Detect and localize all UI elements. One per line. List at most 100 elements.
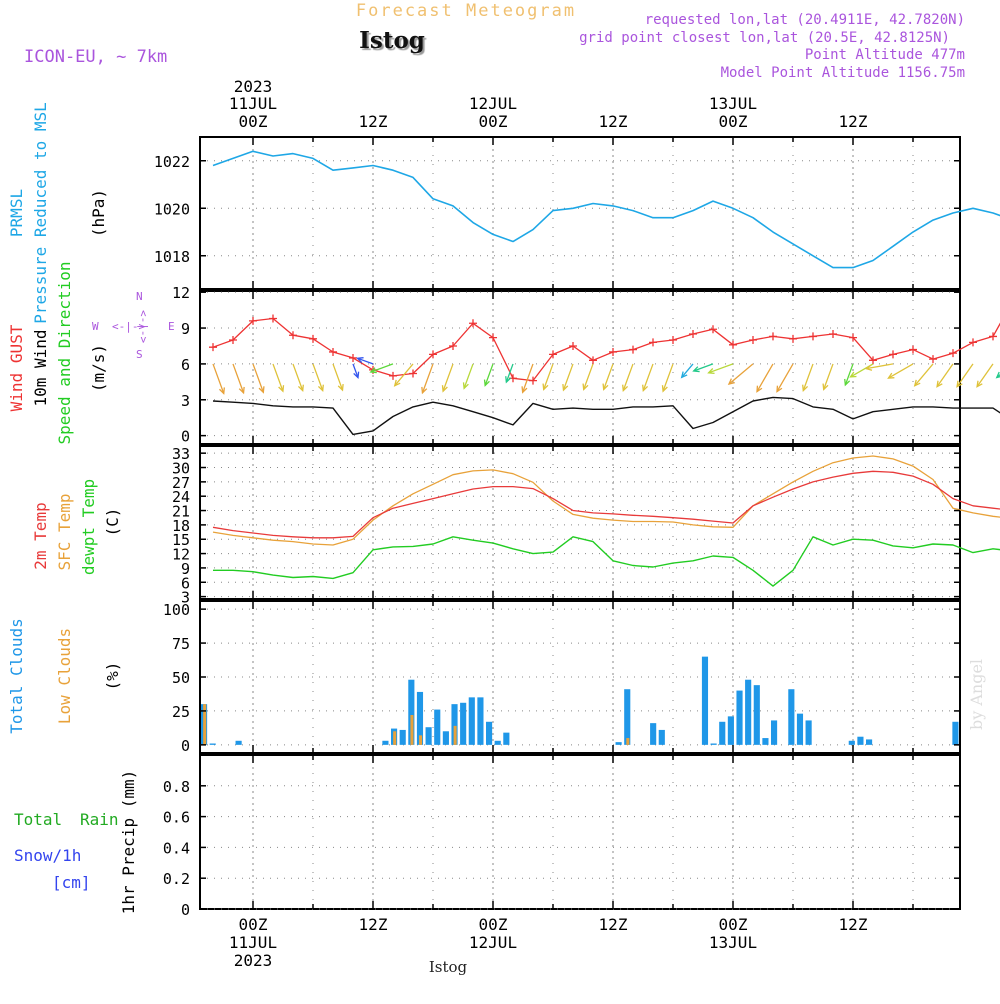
bottom-hour-label: 00Z [719, 915, 748, 934]
gust-marker [489, 333, 497, 342]
wind10m-label: 10m Wind [31, 329, 50, 406]
snow-label: Snow/1h [14, 846, 81, 865]
low-cloud-bar [410, 715, 414, 745]
wind-arrow [802, 363, 814, 391]
gust-marker [889, 350, 897, 359]
bottom-hour-label: 00Z [239, 915, 268, 934]
wind-arrowhead [844, 378, 851, 387]
point-altitude: Point Altitude 477m [805, 47, 965, 63]
y-tick-label: 100 [163, 601, 190, 619]
total-cloud-bar [624, 689, 631, 745]
wind-arrow [583, 363, 594, 390]
wind-arrow [212, 363, 225, 394]
y-tick-label: 24 [172, 488, 190, 506]
wind-arrow [866, 363, 894, 370]
total-cloud-bar [382, 740, 389, 745]
gust-marker [729, 340, 737, 349]
gust-marker [809, 332, 817, 341]
compass-we-arrow: <-|-> [112, 320, 145, 333]
bottom-hour-label: 12Z [599, 915, 628, 934]
wind-arrowhead [661, 385, 668, 393]
total-cloud-bar [235, 740, 242, 745]
y-tick-label: 9 [181, 560, 190, 578]
wind-arrow [352, 363, 359, 378]
y-tick-label: 0.8 [163, 778, 190, 796]
gust-marker [909, 345, 917, 354]
wind-arrowhead [218, 387, 225, 395]
gust-marker [529, 376, 537, 385]
gust-marker [689, 330, 697, 339]
footer-location: Istog [429, 958, 468, 976]
top-hour-label: 00Z [239, 112, 268, 131]
top-date-label: 11JUL [229, 94, 277, 113]
requested-coords: requested lon,lat (20.4911E, 42.7820N) [645, 12, 965, 28]
top-hour-label: 12Z [839, 112, 868, 131]
top-hour-label: 12Z [599, 112, 628, 131]
wind-arrow [543, 363, 554, 390]
gust-label: Wind GUST [7, 324, 26, 411]
wind-arrowhead [462, 382, 469, 390]
y-tick-label: 12 [172, 546, 190, 564]
y-tick-label: 21 [172, 503, 190, 521]
panel-frame-1 [199, 136, 961, 290]
total-cloud-bar [771, 720, 778, 745]
y-tick-label: 25 [172, 703, 190, 721]
low-cloud-bar [453, 725, 457, 745]
wind-arrow [603, 363, 614, 390]
y-tick-label: 0.2 [163, 870, 190, 888]
bottom-date-label: 11JUL [229, 933, 277, 952]
bottom-date-label: 13JUL [709, 933, 757, 952]
wind-arrow [522, 363, 534, 393]
compass-s: S [136, 348, 143, 361]
total-cloud-bar [857, 736, 864, 745]
gust-marker [769, 332, 777, 341]
y-tick-label: 9 [181, 320, 190, 338]
wind-arrowhead [956, 380, 963, 388]
wind-arrowhead [582, 383, 589, 391]
temp-unit: (C) [103, 508, 122, 537]
top-hour-label: 12Z [359, 112, 388, 131]
wind-arrowhead [369, 367, 377, 374]
y-tick-label: 1020 [154, 200, 190, 218]
wind-arrowhead [976, 380, 983, 388]
wind-arrow [708, 363, 734, 374]
total-cloud-bar [719, 721, 726, 745]
wind-arrow [888, 363, 914, 379]
gust-marker [549, 350, 557, 359]
dewpoint-label: dewpt Temp [79, 479, 98, 575]
clouds-unit: (%) [103, 662, 122, 691]
gust-marker [329, 347, 337, 356]
wind-arrowhead [317, 384, 324, 393]
total-cloud-bar [486, 721, 493, 745]
bottom-hour-label: 12Z [359, 915, 388, 934]
gridpoint-coords: grid point closest lon,lat (20.5E, 42.81… [579, 30, 950, 46]
compass-n: N [136, 290, 143, 303]
y-tick-label: 1022 [154, 153, 190, 171]
y-tick-label: 0 [181, 901, 190, 919]
low-cloud-bar [203, 704, 207, 745]
total-cloud-bar [399, 729, 406, 745]
wind-arrow [776, 363, 794, 392]
wind-arrowhead [707, 368, 715, 375]
wind-arrow [844, 363, 854, 386]
gust-marker [429, 350, 437, 359]
wind-arrowhead [622, 384, 629, 393]
wind-arrow [463, 363, 474, 389]
wind-arrowhead [258, 386, 265, 394]
temp-2m-line [212, 470, 1000, 539]
wind-arrowhead [642, 384, 649, 393]
pressure-label: PRMSL [7, 189, 26, 237]
sfc-temp-label: SFC Temp [55, 493, 74, 570]
wind-arrowhead [776, 385, 783, 393]
wind-arrow [956, 363, 974, 388]
wind-arrow [914, 363, 934, 387]
gust-marker [389, 371, 397, 380]
credit: by Angel [967, 659, 986, 730]
y-tick-label: 0.6 [163, 809, 190, 827]
temp2m-label: 2m Temp [31, 502, 50, 569]
gust-marker [569, 341, 577, 350]
total-cloud-bar [451, 704, 458, 745]
y-tick-label: 6 [181, 574, 190, 592]
total-cloud-bar [866, 739, 873, 745]
